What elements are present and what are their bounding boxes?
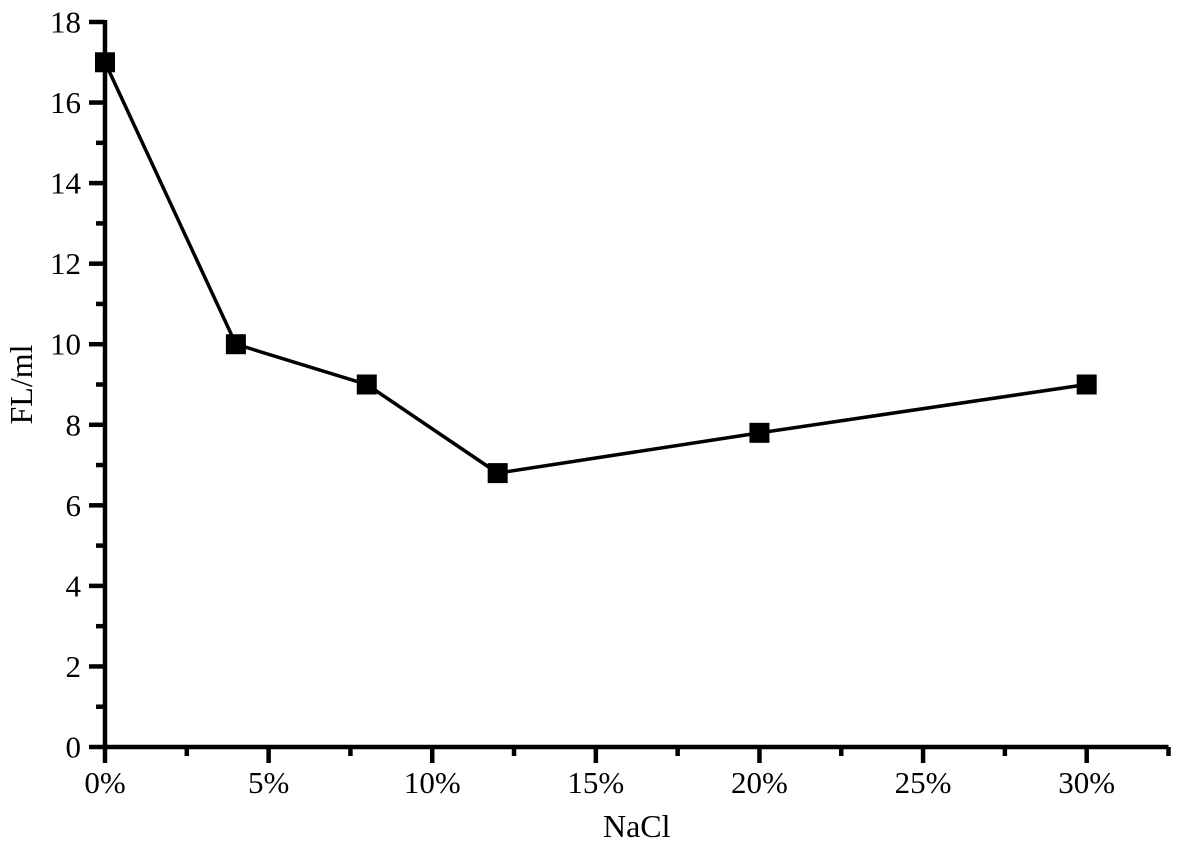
data-point-marker [95, 52, 115, 73]
series-markers [95, 52, 1097, 484]
y-axis-ticks [89, 19, 105, 750]
x-tick-label: 10% [404, 765, 461, 800]
x-tick-label: 15% [567, 765, 624, 800]
series-line [103, 61, 1087, 475]
y-tick-label: 18 [50, 5, 81, 40]
x-tick-label: 25% [895, 765, 952, 800]
y-tick-label: 12 [50, 246, 81, 281]
y-axis-tick-labels: 0 2 4 6 8 10 12 14 16 18 [50, 5, 82, 765]
data-point-marker [487, 463, 508, 484]
y-tick-label: 6 [66, 488, 82, 523]
x-axis-ticks [102, 747, 1171, 763]
x-tick-label: 30% [1058, 765, 1115, 800]
x-axis-tick-labels: 0% 5% 10% 15% 20% 25% 30% [84, 765, 1115, 800]
y-axis-title: FL/ml [3, 344, 39, 424]
y-tick-label: 16 [50, 85, 81, 120]
data-point-marker [356, 374, 377, 395]
data-point-marker [1076, 374, 1097, 395]
x-tick-label: 20% [731, 765, 788, 800]
data-point-marker [749, 422, 770, 443]
y-tick-label: 0 [66, 730, 82, 765]
y-tick-label: 4 [66, 568, 82, 603]
data-point-marker [225, 334, 246, 355]
x-axis-title: NaCl [603, 808, 671, 844]
y-tick-label: 2 [66, 649, 82, 684]
y-tick-label: 10 [50, 327, 81, 362]
y-tick-label: 8 [66, 407, 82, 442]
x-tick-label: 0% [84, 765, 125, 800]
y-tick-label: 14 [50, 166, 82, 201]
x-tick-label: 5% [248, 765, 289, 800]
